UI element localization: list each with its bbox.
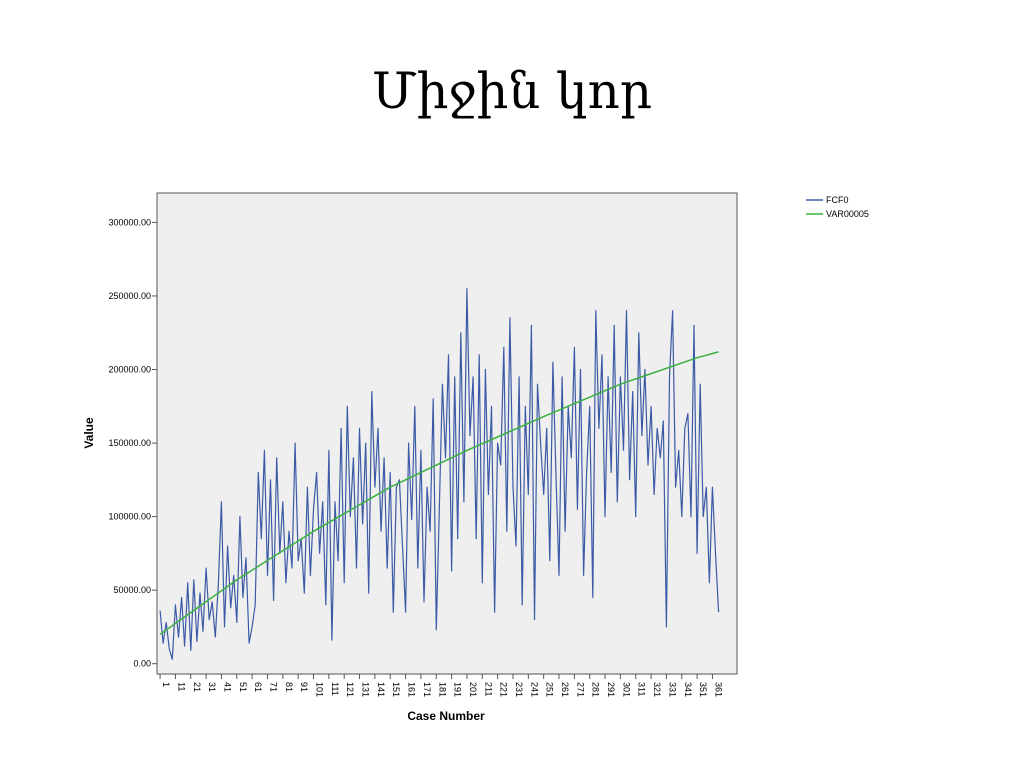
plot-area bbox=[156, 192, 738, 675]
x-tick-label: 41 bbox=[222, 682, 232, 692]
x-tick-label: 181 bbox=[437, 682, 447, 697]
slide-title: Միջին կոր bbox=[371, 62, 653, 120]
x-tick-label: 161 bbox=[407, 682, 417, 697]
x-tick-label: 211 bbox=[483, 682, 493, 696]
y-tick-label: 200000.00 bbox=[108, 365, 151, 375]
x-tick-label: 51 bbox=[238, 682, 248, 692]
x-tick-label: 131 bbox=[361, 682, 371, 697]
legend-label: FCF0 bbox=[826, 195, 849, 205]
y-tick-label: 0.00 bbox=[133, 659, 151, 669]
x-tick-label: 1 bbox=[161, 682, 171, 687]
x-tick-label: 241 bbox=[529, 682, 539, 697]
x-tick-label: 271 bbox=[575, 682, 585, 697]
x-axis-label: Case Number bbox=[407, 709, 485, 723]
x-tick-label: 251 bbox=[545, 682, 555, 697]
legend-label: VAR00005 bbox=[826, 209, 869, 219]
x-tick-label: 341 bbox=[683, 682, 693, 697]
x-tick-label: 151 bbox=[391, 682, 401, 697]
y-tick-label: 150000.00 bbox=[108, 438, 151, 448]
x-tick-label: 231 bbox=[514, 682, 524, 697]
y-tick-label: 50000.00 bbox=[113, 585, 151, 595]
x-tick-label: 171 bbox=[422, 682, 432, 697]
x-tick-label: 311 bbox=[637, 682, 647, 696]
x-tick-label: 121 bbox=[345, 682, 355, 697]
x-tick-label: 61 bbox=[253, 682, 263, 692]
series-layer bbox=[159, 288, 720, 660]
x-tick-label: 101 bbox=[315, 682, 325, 697]
x-tick-label: 91 bbox=[299, 682, 309, 692]
x-tick-label: 281 bbox=[591, 682, 601, 697]
x-tick-label: 261 bbox=[560, 682, 570, 697]
y-tick-label: 300000.00 bbox=[108, 217, 151, 227]
x-tick-label: 361 bbox=[713, 682, 723, 697]
x-tick-label: 301 bbox=[621, 682, 631, 697]
x-tick-label: 111 bbox=[330, 682, 340, 696]
x-tick-label: 221 bbox=[499, 682, 509, 697]
x-axis: 1 11 21 31 41 51 61 71 81 91 101 111 121 131 141 151 161… bbox=[159, 674, 723, 697]
y-tick-label: 100000.00 bbox=[108, 512, 151, 522]
x-tick-label: 31 bbox=[207, 682, 217, 692]
x-tick-label: 201 bbox=[468, 682, 478, 697]
series-line-var00005 bbox=[159, 351, 719, 635]
x-tick-label: 331 bbox=[667, 682, 677, 697]
series-line-fcf0 bbox=[159, 288, 720, 660]
legend: FCF0 VAR00005 bbox=[806, 195, 869, 219]
x-tick-label: 141 bbox=[376, 682, 386, 697]
x-tick-label: 291 bbox=[606, 682, 616, 697]
y-axis-label: Value bbox=[82, 417, 96, 449]
x-tick-label: 351 bbox=[698, 682, 708, 697]
x-tick-label: 71 bbox=[268, 682, 278, 692]
x-tick-label: 11 bbox=[176, 682, 186, 691]
y-tick-label: 250000.00 bbox=[108, 291, 151, 301]
x-tick-label: 321 bbox=[652, 682, 662, 697]
x-tick-label: 21 bbox=[192, 682, 202, 692]
y-axis: 0.00 50000.00 100000.00 150000.00 200000.00 2… bbox=[108, 217, 157, 669]
x-tick-label: 81 bbox=[284, 682, 294, 692]
x-tick-label: 191 bbox=[453, 682, 463, 697]
